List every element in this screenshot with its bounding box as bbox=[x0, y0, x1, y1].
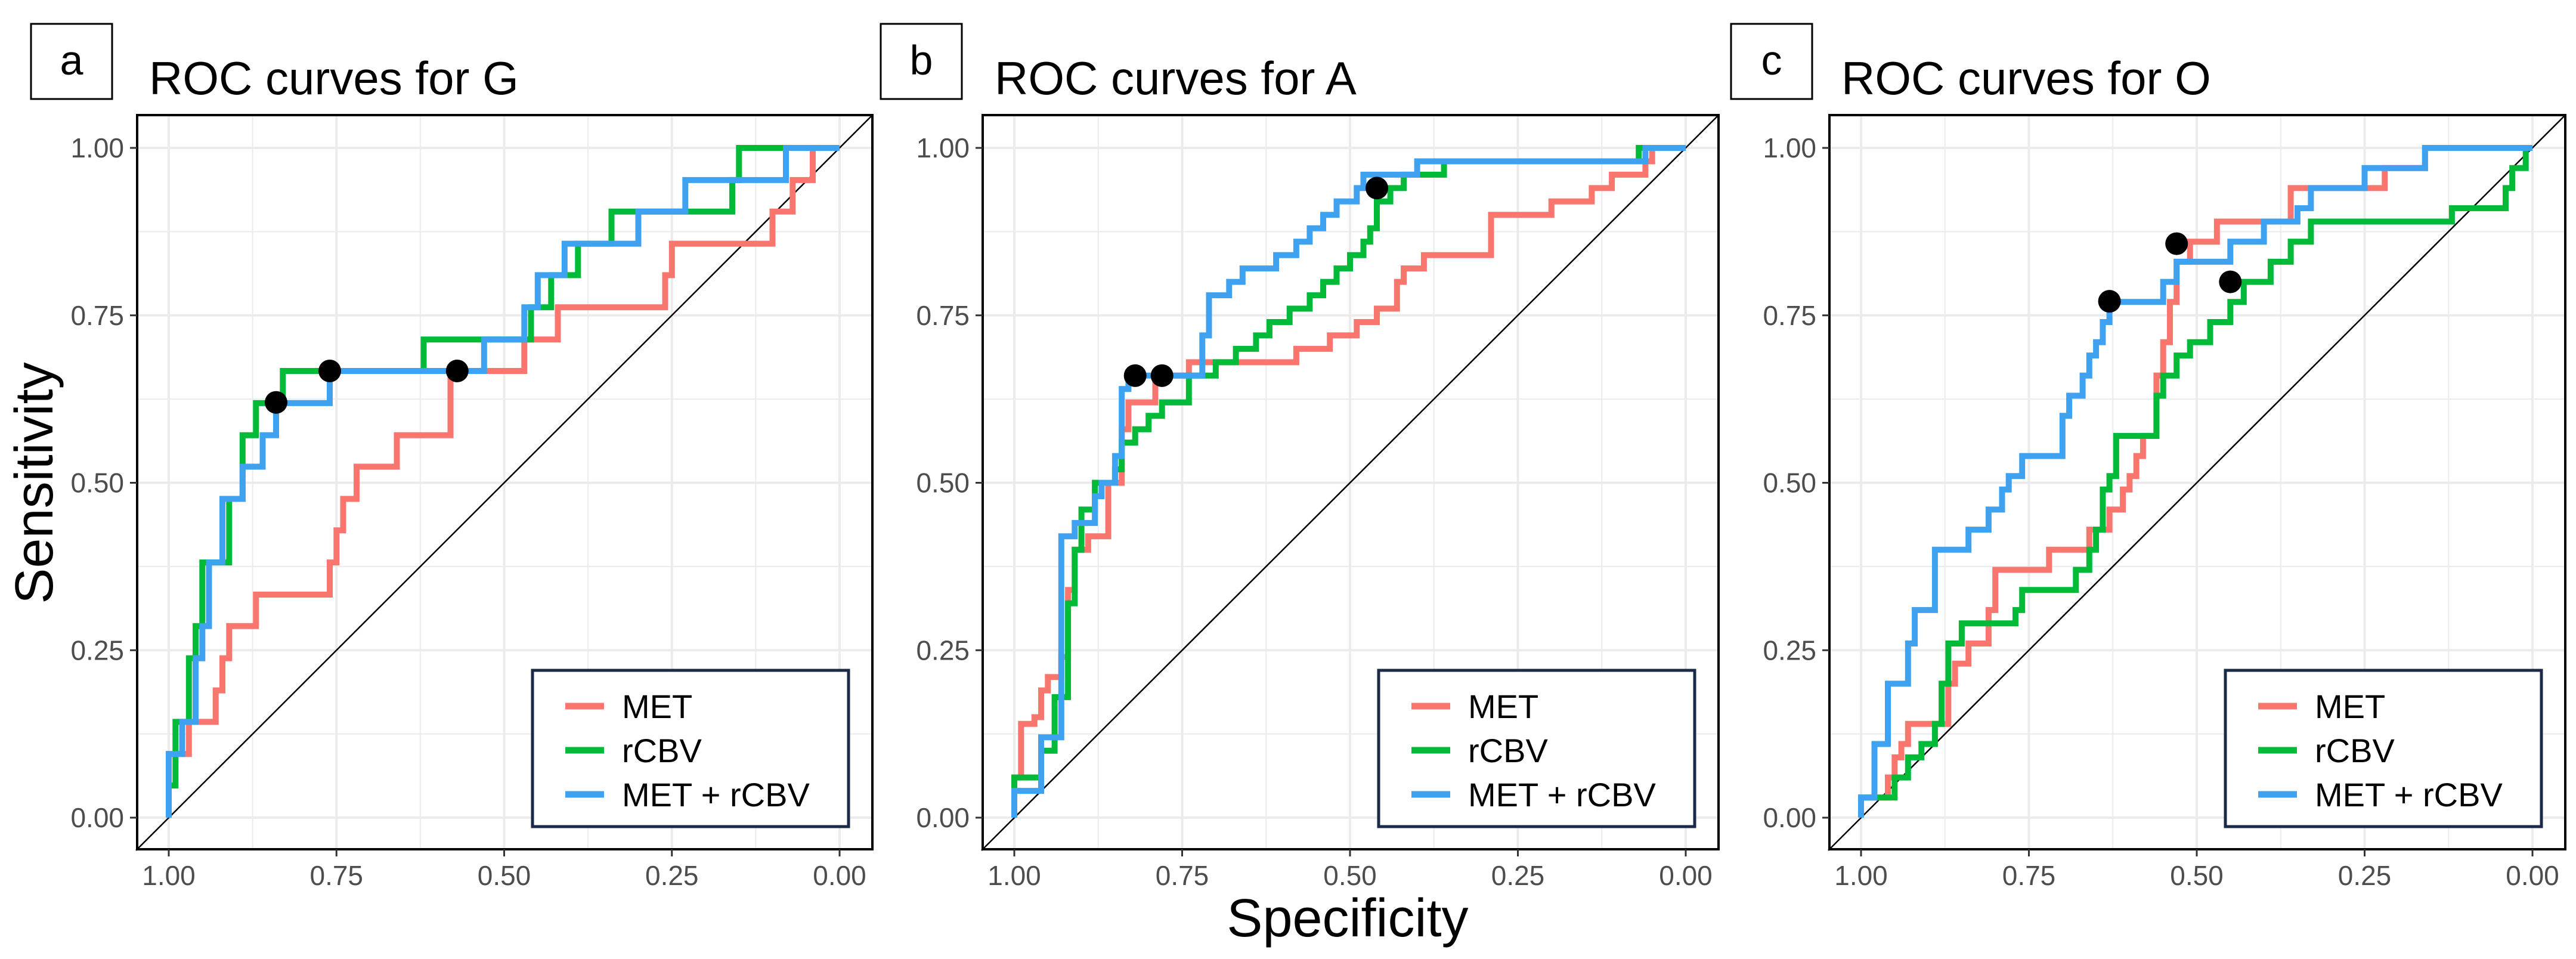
cutoff-point bbox=[2165, 232, 2188, 255]
y-tick-label: 1.00 bbox=[70, 132, 124, 163]
x-tick-label: 0.00 bbox=[1659, 860, 1713, 891]
x-tick-label: 0.75 bbox=[2002, 860, 2056, 891]
roc-line-met-rcbv bbox=[1858, 145, 2532, 818]
cutoff-point bbox=[1150, 364, 1174, 387]
panel-c: c ROC curves for O 1.00 0.75 0.50 0.25 0.00 0.0… bbox=[1730, 23, 2566, 891]
cutoff-point bbox=[1123, 364, 1147, 387]
legend-label: MET bbox=[622, 688, 692, 725]
x-axis-title: Specificity bbox=[1227, 889, 1468, 948]
panels: a ROC curves for G 1.00 0.75 0.50 0.25 0.00 0.0… bbox=[30, 23, 2566, 891]
cutoff-point bbox=[2098, 290, 2121, 313]
x-tick-label: 0.25 bbox=[2338, 860, 2392, 891]
x-tick-label: 0.50 bbox=[478, 860, 531, 891]
x-tick-label: 0.25 bbox=[645, 860, 699, 891]
x-tick-label: 0.00 bbox=[813, 860, 866, 891]
panel-letter-box bbox=[1730, 23, 1813, 100]
y-tick-label: 0.50 bbox=[1763, 468, 1816, 499]
x-tick-label: 0.00 bbox=[2506, 860, 2559, 891]
x-tick-label: 0.25 bbox=[1491, 860, 1545, 891]
roc-line-met bbox=[1858, 145, 2532, 818]
legend-label: rCBV bbox=[2315, 732, 2395, 769]
panel-b: b ROC curves for A 1.00 0.75 0.50 0.25 0.00 0.0… bbox=[880, 23, 1720, 891]
legend-label: MET bbox=[1468, 688, 1538, 725]
y-tick-label: 0.50 bbox=[70, 468, 124, 499]
y-tick-label: 0.00 bbox=[1763, 802, 1816, 833]
x-tick-label: 0.75 bbox=[309, 860, 363, 891]
y-tick-label: 0.75 bbox=[916, 300, 970, 331]
x-tick-label: 1.00 bbox=[1834, 860, 1888, 891]
cutoff-point bbox=[265, 391, 287, 414]
y-axis-title: Sensitivity bbox=[5, 362, 64, 604]
panel-letter-box bbox=[30, 23, 113, 100]
panel-letter: c bbox=[1761, 37, 1782, 83]
cutoff-point bbox=[445, 359, 469, 382]
panel-title: ROC curves for O bbox=[1841, 52, 2211, 104]
legend-label: MET bbox=[2315, 688, 2385, 725]
roc-line-met bbox=[166, 145, 840, 818]
legend-label: rCBV bbox=[622, 732, 702, 769]
cutoff-point bbox=[318, 359, 341, 382]
panel-title: ROC curves for A bbox=[995, 52, 1357, 104]
y-tick-label: 0.25 bbox=[916, 635, 970, 666]
legend: MET rCBV MET + rCBV bbox=[2224, 669, 2543, 828]
cutoff-point bbox=[1366, 177, 1389, 200]
panel-title: ROC curves for G bbox=[149, 52, 519, 104]
x-tick-label: 1.00 bbox=[142, 860, 196, 891]
roc-line-met-rcbv bbox=[1011, 145, 1686, 818]
legend: MET rCBV MET + rCBV bbox=[531, 669, 850, 828]
reference-diagonal bbox=[135, 115, 873, 851]
roc-line-met bbox=[1011, 145, 1686, 818]
y-tick-label: 1.00 bbox=[1763, 132, 1816, 163]
panel-letter: a bbox=[60, 37, 83, 83]
x-tick-label: 0.50 bbox=[2170, 860, 2224, 891]
y-tick-label: 0.00 bbox=[916, 802, 970, 833]
legend-label: MET + rCBV bbox=[622, 776, 810, 813]
y-tick-label: 1.00 bbox=[916, 132, 970, 163]
legend: MET rCBV MET + rCBV bbox=[1377, 669, 1696, 828]
legend-label: MET + rCBV bbox=[1468, 776, 1656, 813]
y-tick-label: 0.75 bbox=[70, 300, 124, 331]
panel-a: a ROC curves for G 1.00 0.75 0.50 0.25 0.00 0.0… bbox=[30, 23, 874, 891]
reference-diagonal bbox=[1828, 115, 2566, 851]
y-tick-label: 0.25 bbox=[1763, 635, 1816, 666]
x-tick-label: 1.00 bbox=[987, 860, 1041, 891]
y-tick-label: 0.00 bbox=[70, 802, 124, 833]
roc-line-rcbv bbox=[1858, 145, 2532, 818]
roc-line-rcbv bbox=[1011, 145, 1686, 818]
reference-diagonal bbox=[981, 115, 1719, 851]
panel-letter-box bbox=[880, 23, 963, 100]
y-tick-label: 0.75 bbox=[1763, 300, 1816, 331]
y-tick-label: 0.25 bbox=[70, 635, 124, 666]
x-tick-label: 0.75 bbox=[1156, 860, 1209, 891]
legend-box bbox=[531, 669, 850, 828]
cutoff-point bbox=[2219, 270, 2242, 293]
y-tick-label: 0.50 bbox=[916, 468, 970, 499]
x-tick-label: 0.50 bbox=[1323, 860, 1377, 891]
legend-label: rCBV bbox=[1468, 732, 1548, 769]
panel-letter: b bbox=[910, 37, 933, 83]
legend-label: MET + rCBV bbox=[2315, 776, 2503, 813]
